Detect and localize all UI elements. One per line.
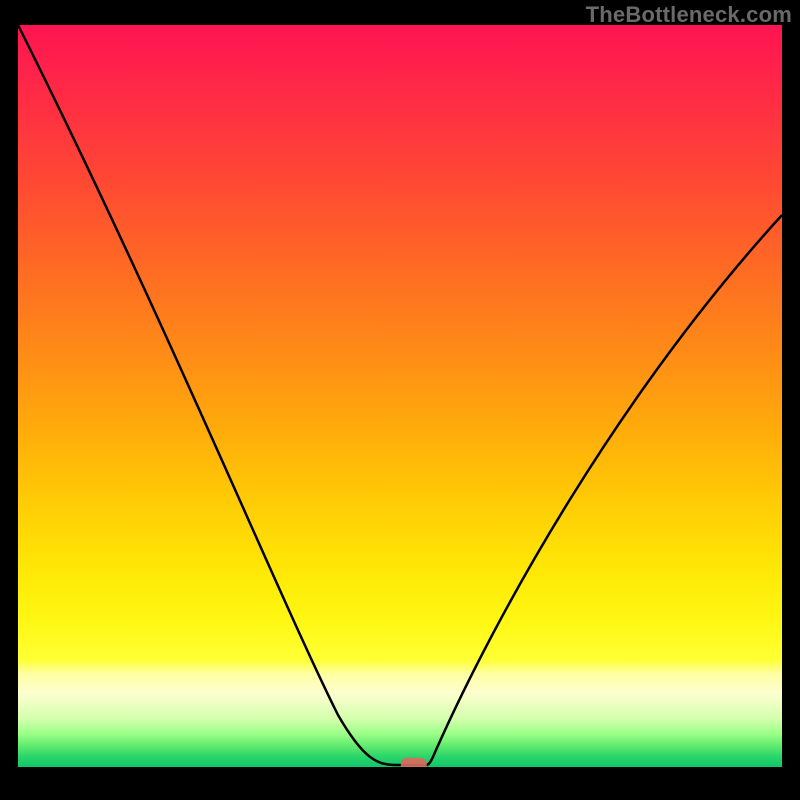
marker-rect xyxy=(401,758,427,767)
watermark-text: TheBottleneck.com xyxy=(586,2,792,28)
chart-container: TheBottleneck.com xyxy=(0,0,800,800)
minimum-marker xyxy=(18,25,782,767)
plot-area xyxy=(18,25,782,767)
